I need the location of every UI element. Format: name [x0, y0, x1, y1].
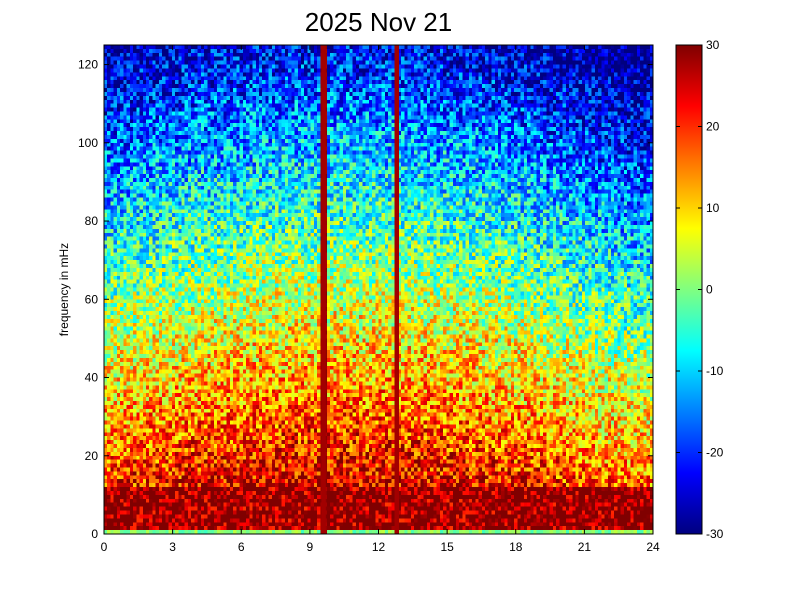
y-axis-label: frequency in mHz — [57, 243, 71, 336]
vertical-line-2 — [394, 45, 399, 534]
y-axis: 0 20 40 60 80 100 120 — [78, 58, 653, 541]
x-tick-label: 15 — [440, 540, 454, 554]
x-tick-label: 21 — [578, 540, 592, 554]
x-tick-label: 3 — [169, 540, 176, 554]
x-tick-label: 6 — [238, 540, 245, 554]
colorbar-tick-label: 0 — [706, 283, 713, 297]
x-tick-label: 24 — [646, 540, 660, 554]
y-tick-label: 0 — [91, 527, 98, 541]
colorbar-tick-label: -20 — [706, 446, 724, 460]
vertical-line-1 — [321, 45, 326, 534]
colorbar — [675, 44, 703, 535]
colorbar-tick-label: -30 — [706, 527, 724, 541]
colorbar-tick-label: -10 — [706, 364, 724, 378]
y-tick-label: 100 — [78, 136, 98, 150]
x-tick-label: 0 — [101, 540, 108, 554]
y-tick-label: 60 — [85, 292, 99, 306]
colorbar-tick-label: 10 — [706, 201, 720, 215]
heatmap-layer — [104, 45, 653, 534]
x-axis: 0 3 6 9 12 15 18 21 24 — [101, 45, 660, 554]
x-tick-label: 12 — [372, 540, 386, 554]
chart-title: 2025 Nov 21 — [305, 7, 452, 37]
colorbar-tick-label: 20 — [706, 120, 720, 134]
colorbar-tick-label: 30 — [706, 38, 720, 52]
x-tick-label: 9 — [307, 540, 314, 554]
y-tick-label: 120 — [78, 58, 98, 72]
y-tick-label: 20 — [85, 449, 99, 463]
colorbar-axis: -30 -20 -10 0 10 20 30 — [676, 38, 724, 541]
x-tick-label: 18 — [509, 540, 523, 554]
heatmap-cells — [104, 45, 653, 534]
y-tick-label: 80 — [85, 214, 99, 228]
y-tick-label: 40 — [85, 371, 99, 385]
